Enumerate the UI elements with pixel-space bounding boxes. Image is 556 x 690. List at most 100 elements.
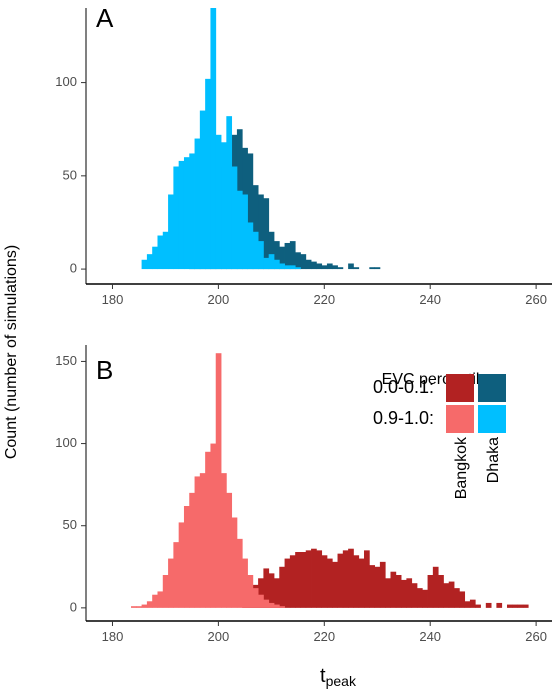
panel-b-bar-bangkok-low — [295, 552, 301, 608]
panel-b-bar-bangkok-low — [305, 550, 312, 608]
panel-b-x-tick-label: 260 — [525, 629, 547, 644]
panel-a-bar-dhaka-high — [215, 134, 222, 270]
panel-b-bar-bangkok-low — [390, 571, 397, 608]
panel-a-bar-dhaka-low — [348, 263, 354, 270]
panel-b-bar-bangkok-high — [231, 517, 238, 608]
panel-b-bar-bangkok-low — [337, 553, 344, 608]
panel-b-bar-bangkok-low — [512, 604, 518, 608]
panel-b-bar-bangkok-high — [183, 506, 190, 608]
panel-a-bars — [141, 8, 381, 270]
panel-a-bar-dhaka-high — [157, 235, 164, 270]
panel-b-bar-bangkok-high — [157, 591, 164, 608]
panel-a-bar-dhaka-high — [226, 116, 233, 270]
panel-b: 180 200 220 240 260 0 50 100 150 B — [55, 345, 552, 644]
panel-b-bar-bangkok-low — [284, 558, 291, 608]
panel-b-bar-bangkok-low — [448, 581, 455, 608]
panel-a-bar-dhaka-low — [337, 267, 344, 270]
panel-b-bar-bangkok-low — [438, 575, 444, 608]
panel-b-bar-bangkok-low — [522, 604, 529, 608]
panel-b-bar-bangkok-low — [300, 552, 307, 608]
legend-swatch-bangkok-high — [446, 405, 474, 433]
legend-col-label-dhaka: Dhaka — [485, 437, 502, 483]
x-axis-title-main: t — [320, 665, 326, 687]
panel-b-bar-bangkok-low — [289, 555, 296, 608]
panel-b-ticks: 180 200 220 240 260 0 50 100 150 — [55, 353, 547, 644]
panel-b-x-tick-label: 180 — [102, 629, 124, 644]
panel-b-bar-bangkok-high — [210, 443, 217, 608]
panel-a-bar-dhaka-high — [152, 246, 158, 270]
panel-b-bar-bangkok-high — [205, 451, 211, 608]
panel-b-bar-bangkok-low — [321, 555, 328, 608]
panel-a-bar-dhaka-high — [183, 157, 190, 270]
panel-a-bar-dhaka-high — [146, 254, 153, 270]
panel-b-bar-bangkok-high — [258, 594, 264, 608]
panel-b-bar-bangkok-high — [168, 558, 174, 608]
panel-b-bar-bangkok-low — [427, 575, 434, 608]
panel-a-bar-dhaka-high — [268, 254, 275, 270]
panel-b-y-tick-label: 150 — [55, 353, 77, 368]
panel-b-x-tick-label: 220 — [313, 629, 335, 644]
panel-b-bar-bangkok-low — [401, 579, 407, 608]
panel-b-bar-bangkok-low — [411, 583, 418, 608]
panel-b-x-tick-label: 200 — [208, 629, 230, 644]
legend-col-label-bangkok: Bangkok — [453, 436, 470, 499]
panel-b-bar-bangkok-low — [485, 602, 492, 608]
panel-b-bar-bangkok-low — [332, 561, 338, 608]
panel-a-bar-dhaka-low — [374, 267, 381, 270]
panel-b-bar-bangkok-low — [342, 550, 349, 608]
panel-b-bar-bangkok-low — [258, 578, 264, 608]
panel-b-bar-bangkok-low — [273, 578, 280, 608]
panel-a-bar-dhaka-low — [258, 194, 264, 270]
panel-b-bar-bangkok-high — [263, 599, 270, 608]
panel-a-bar-dhaka-high — [199, 110, 206, 270]
panel-b-bar-bangkok-low — [268, 573, 275, 608]
panel-a-bar-dhaka-low — [321, 265, 328, 270]
panel-a-x-tick-label: 240 — [419, 292, 441, 307]
panel-b-bar-bangkok-low — [432, 566, 439, 608]
panel-a-bar-dhaka-high — [162, 231, 169, 270]
panel-b-bar-bangkok-high — [189, 492, 195, 608]
panel-a-bar-dhaka-high — [141, 259, 148, 270]
panel-a-bar-dhaka-high — [236, 190, 243, 270]
panel-a-bar-dhaka-high — [263, 257, 270, 270]
panel-a-bar-dhaka-high — [205, 78, 211, 270]
panel-a-bar-dhaka-low — [316, 263, 323, 270]
panel-a-bar-dhaka-low — [353, 267, 360, 270]
panel-a-bar-dhaka-low — [305, 259, 312, 270]
panel-b-bar-bangkok-low — [353, 555, 360, 608]
panel-b-bar-bangkok-high — [146, 601, 153, 608]
panel-a-bar-dhaka-high — [194, 138, 201, 270]
panel-b-bar-bangkok-high — [236, 538, 243, 608]
panel-a-bar-dhaka-low — [311, 261, 317, 270]
panel-a-y-tick-label: 50 — [63, 167, 77, 182]
panel-a-bar-dhaka-high — [242, 194, 248, 270]
legend-swatch-dhaka-high — [478, 405, 506, 433]
panel-b-bar-bangkok-low — [464, 601, 471, 608]
panel-b-bar-bangkok-low — [506, 604, 513, 608]
panel-b-bar-bangkok-low — [311, 548, 317, 608]
panel-b-bar-bangkok-low — [379, 561, 386, 608]
panel-b-bar-bangkok-low — [316, 550, 323, 608]
panel-a-bar-dhaka-high — [178, 160, 185, 270]
panel-a-bar-dhaka-low — [326, 263, 333, 270]
panel-a-y-tick-label: 100 — [55, 74, 77, 89]
legend-row-label-high: 0.9-1.0: — [373, 408, 434, 428]
panel-b-x-tick-label: 240 — [419, 629, 441, 644]
panel-b-bar-bangkok-low — [364, 550, 370, 608]
panel-b-bar-bangkok-low — [469, 599, 476, 608]
panel-a-bar-dhaka-high — [289, 265, 296, 270]
panel-a-bar-dhaka-low — [279, 246, 285, 270]
panel-a-x-tick-label: 180 — [102, 292, 124, 307]
panel-b-bar-bangkok-high — [141, 604, 148, 608]
panel-b-bar-bangkok-low — [348, 548, 354, 608]
panel-a-bar-dhaka-high — [168, 194, 174, 270]
panel-a-bar-dhaka-high — [258, 241, 264, 270]
panel-a-bar-dhaka-high — [210, 8, 217, 270]
panel-a-bar-dhaka-high — [221, 142, 227, 270]
panel-b-bar-bangkok-high — [279, 606, 285, 608]
panel-a-bar-dhaka-low — [263, 198, 270, 270]
panel-b-bar-bangkok-low — [395, 575, 402, 608]
panel-b-bars — [131, 353, 529, 608]
legend-row-label-low: 0.0-0.1: — [373, 377, 434, 397]
panel-b-bar-bangkok-low — [443, 583, 450, 608]
